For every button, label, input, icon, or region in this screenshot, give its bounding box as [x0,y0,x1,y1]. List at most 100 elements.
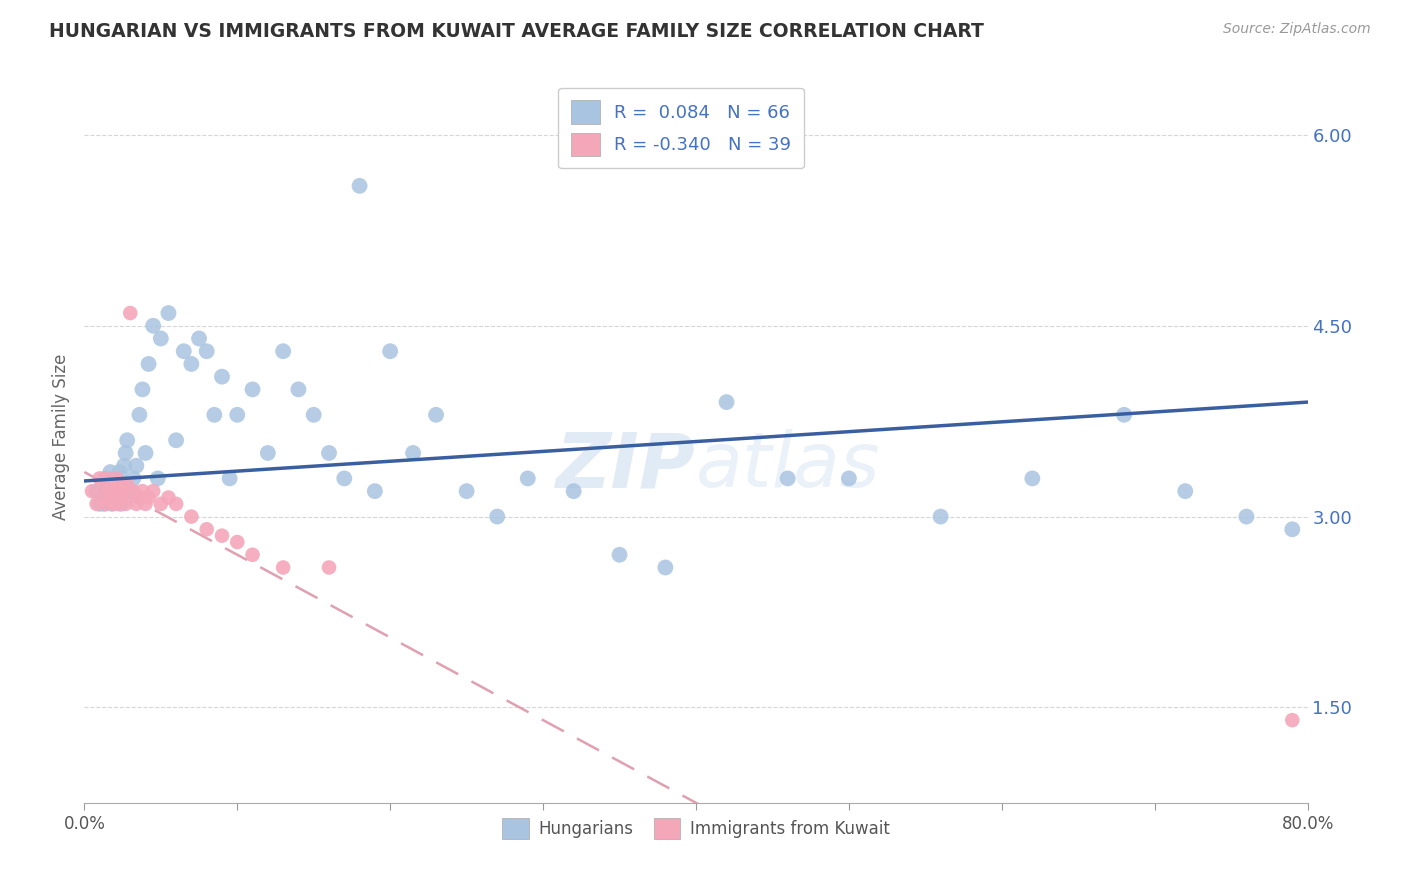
Text: HUNGARIAN VS IMMIGRANTS FROM KUWAIT AVERAGE FAMILY SIZE CORRELATION CHART: HUNGARIAN VS IMMIGRANTS FROM KUWAIT AVER… [49,22,984,41]
Point [131,484,153,499]
Point [202,408,225,422]
Point [111,484,134,499]
Point [173,344,195,359]
Point [91,477,114,491]
Point [157,491,180,505]
Point [93,477,115,491]
Point [486,509,509,524]
Point [86,484,108,499]
Text: atlas: atlas [696,429,880,503]
Point [122,471,145,485]
Point [97,484,120,499]
Point [1281,713,1303,727]
Point [302,408,325,422]
Point [125,458,148,473]
Point [516,471,538,485]
Point [86,497,108,511]
Point [108,484,131,499]
Point [1236,509,1258,524]
Point [456,484,478,499]
Point [94,471,117,485]
Text: Source: ZipAtlas.com: Source: ZipAtlas.com [1223,22,1371,37]
Point [195,344,218,359]
Point [114,497,136,511]
Point [165,434,187,448]
Point [180,357,202,371]
Point [93,497,115,511]
Point [94,497,117,511]
Point [97,484,120,499]
Point [135,497,157,511]
Point [318,446,340,460]
Point [211,369,233,384]
Point [107,477,129,491]
Point [776,471,799,485]
Y-axis label: Average Family Size: Average Family Size [52,354,70,520]
Point [142,318,165,333]
Point [131,383,153,397]
Point [138,357,160,371]
Point [1281,522,1303,536]
Point [112,484,135,499]
Point [242,548,264,562]
Point [165,497,187,511]
Point [138,491,160,505]
Point [149,331,172,345]
Point [142,484,165,499]
Point [211,529,233,543]
Point [114,446,136,460]
Point [89,497,111,511]
Point [120,484,142,499]
Text: ZIP: ZIP [557,429,696,503]
Point [333,471,356,485]
Point [1114,408,1136,422]
Point [402,446,425,460]
Point [98,491,121,505]
Point [104,471,127,485]
Point [101,497,124,511]
Point [318,560,340,574]
Point [96,491,118,505]
Point [115,434,138,448]
Point [188,331,211,345]
Point [135,446,157,460]
Point [218,471,240,485]
Point [257,446,280,460]
Point [125,497,148,511]
Point [425,408,447,422]
Point [271,344,294,359]
Point [562,484,585,499]
Point [98,465,121,479]
Point [157,306,180,320]
Legend: Hungarians, Immigrants from Kuwait: Hungarians, Immigrants from Kuwait [495,811,897,846]
Point [242,383,264,397]
Point [180,509,202,524]
Point [716,395,738,409]
Point [120,306,142,320]
Point [96,471,118,485]
Point [226,408,249,422]
Point [108,465,131,479]
Point [149,497,172,511]
Point [103,484,125,499]
Point [103,497,125,511]
Point [89,471,111,485]
Point [609,548,631,562]
Point [349,178,371,193]
Point [271,560,294,574]
Point [226,535,249,549]
Point [111,491,134,505]
Point [91,491,114,505]
Point [105,471,128,485]
Point [101,477,124,491]
Point [380,344,402,359]
Point [122,484,145,499]
Point [929,509,952,524]
Point [110,477,132,491]
Point [146,471,169,485]
Point [107,497,129,511]
Point [1021,471,1043,485]
Point [112,458,135,473]
Point [364,484,387,499]
Point [128,408,150,422]
